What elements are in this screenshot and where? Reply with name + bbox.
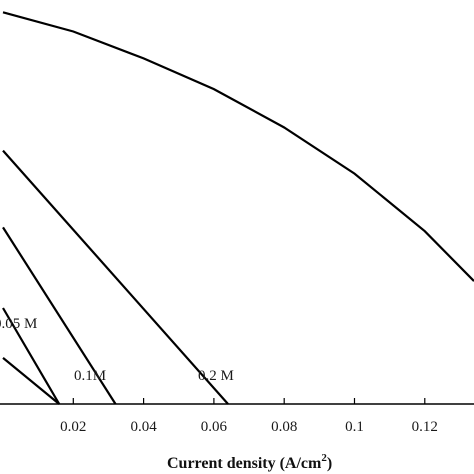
series-line-2 bbox=[2, 226, 117, 405]
x-axis-title: Current density (A/cm2) bbox=[167, 452, 332, 472]
curves-group bbox=[2, 11, 474, 405]
x-tick-label: 0.04 bbox=[130, 419, 157, 435]
series-label-0-2m: 0.2 M bbox=[198, 368, 234, 384]
x-axis-title-end: ) bbox=[327, 455, 332, 472]
x-axis-title-main: Current density (A/cm bbox=[167, 455, 322, 472]
series-line-4 bbox=[2, 11, 474, 282]
x-tick-label: 0.02 bbox=[60, 419, 86, 435]
x-tick-label: 0.12 bbox=[412, 419, 438, 435]
x-tick-label: 0.08 bbox=[271, 419, 297, 435]
series-line-0 bbox=[2, 357, 60, 405]
x-axis-title-sup: 2 bbox=[321, 452, 327, 464]
series-label-0-1m: 0.1M bbox=[74, 368, 106, 384]
series-line-3 bbox=[2, 149, 229, 405]
x-ticks-group: 0.02 0.04 0.06 0.08 0.1 0.12 bbox=[60, 398, 438, 435]
series-line-1 bbox=[2, 307, 61, 405]
x-tick-label: 0.06 bbox=[201, 419, 228, 435]
x-tick-label: 0.1 bbox=[345, 419, 364, 435]
series-label-0-05m: 0.05 M bbox=[0, 316, 37, 332]
